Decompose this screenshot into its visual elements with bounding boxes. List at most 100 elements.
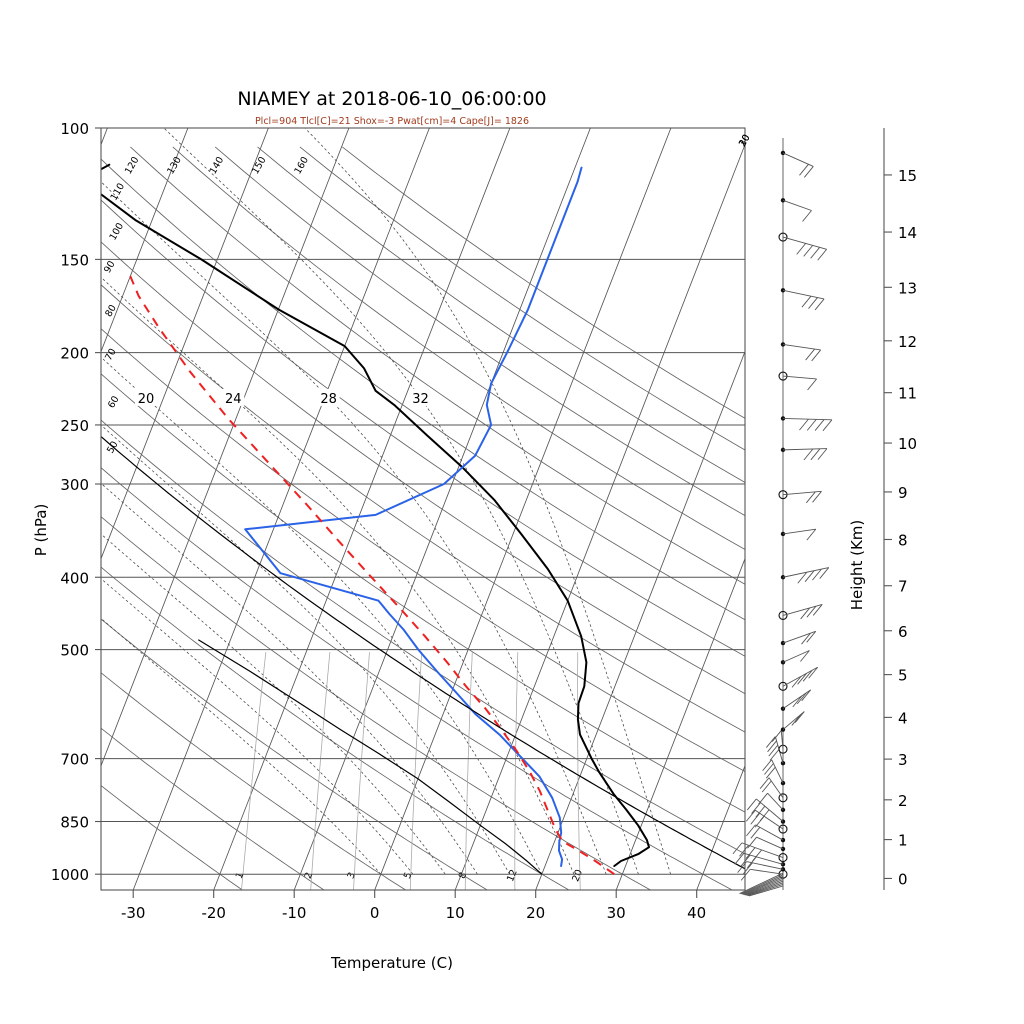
wind-barb <box>780 567 830 584</box>
barb-feather <box>740 869 751 881</box>
secondary-parcel-path <box>197 639 543 875</box>
barb-feather <box>739 844 749 857</box>
barb-feather <box>808 297 818 309</box>
mixing-ratio-line <box>409 652 423 890</box>
barb-feather <box>767 740 777 753</box>
y-axis-label: P (hPa) <box>32 504 50 557</box>
dry-adiabat-line <box>101 158 745 621</box>
barb-feather <box>755 805 766 818</box>
height-tick-label: 2 <box>898 792 908 810</box>
barb-feather <box>812 604 823 616</box>
barb-feather <box>817 448 828 460</box>
wind-barb <box>780 650 810 665</box>
pressure-tick-label: 250 <box>60 417 89 435</box>
height-tick-label: 9 <box>898 484 908 502</box>
dry-adiabat-label: 70 <box>103 347 119 363</box>
barb-feather <box>768 744 779 757</box>
barb-feather <box>803 245 814 257</box>
barb-feather <box>750 812 761 825</box>
wind-barb <box>778 371 817 391</box>
dry-adiabat-line <box>299 146 745 451</box>
barb-shaft <box>782 375 817 380</box>
height-tick-label: 8 <box>898 531 908 549</box>
barb-feather <box>810 247 821 259</box>
barb-feather <box>822 419 833 432</box>
moist-adiabat-line <box>101 181 607 875</box>
plot-frame <box>100 127 746 891</box>
barb-feather <box>808 666 818 679</box>
dry-adiabat-line <box>101 727 325 890</box>
wind-barb <box>780 447 828 461</box>
barb-shaft <box>743 852 784 865</box>
barb-shaft <box>746 882 784 896</box>
barb-shaft <box>747 883 784 897</box>
barb-feather <box>797 673 807 685</box>
dry-adiabat-line <box>342 146 745 419</box>
mixing-ratio-label: 12 <box>505 868 520 883</box>
barb-shaft <box>741 842 784 858</box>
barb-dot <box>780 288 786 293</box>
barb-feather <box>734 853 745 865</box>
barb-feather <box>758 792 768 805</box>
barb-dot <box>780 342 786 347</box>
dry-adiabat-line <box>101 419 745 855</box>
height-tick-label: 7 <box>898 578 908 596</box>
wind-barb <box>780 416 833 432</box>
barb-shaft <box>755 824 784 841</box>
barb-feather <box>800 650 810 662</box>
barb-feather <box>794 711 805 723</box>
moist-adiabat-line <box>101 424 510 875</box>
dry-adiabat-label: 80 <box>103 303 119 319</box>
barb-feather <box>801 632 811 645</box>
barb-feather <box>791 714 802 726</box>
isotherm-line <box>535 351 745 890</box>
pressure-tick-label: 200 <box>60 345 89 363</box>
isotherm-line <box>374 128 672 890</box>
temperature-tick-label: -20 <box>201 904 226 922</box>
dry-adiabat-line <box>101 328 745 772</box>
pressure-tick-label: 700 <box>60 751 89 769</box>
barb-feather <box>762 759 772 772</box>
barb-feather <box>801 295 812 308</box>
barb-shaft <box>782 199 812 211</box>
height-tick-label: 12 <box>898 333 917 351</box>
barb-feather <box>765 736 776 748</box>
barb-feather <box>759 777 770 790</box>
barb-shaft <box>742 877 784 895</box>
barb-ring <box>778 824 788 834</box>
label-backdrop <box>134 388 157 406</box>
barb-feather <box>802 210 812 222</box>
barb-feather <box>740 854 751 867</box>
wind-barb <box>780 689 812 711</box>
dry-adiabat-label: 90 <box>102 259 118 275</box>
dry-adiabat-line <box>101 566 570 890</box>
barb-feather <box>817 248 828 261</box>
temperature-tick-label: 30 <box>607 904 626 922</box>
barb-feather <box>792 695 803 708</box>
surface-dry-adiabat <box>101 436 745 870</box>
dry-adiabat-line <box>214 146 745 516</box>
wind-barb <box>746 824 786 843</box>
mixing-ratio-line <box>310 652 331 890</box>
barb-feather <box>812 491 822 503</box>
barb-feather <box>791 676 802 688</box>
mixing-ratio-label: 5 <box>402 871 414 881</box>
wind-barb <box>778 666 818 691</box>
barb-feather <box>814 419 825 431</box>
wind-barb <box>778 603 823 620</box>
sounding-curves <box>101 163 745 876</box>
mixing-ratio-label: 20 <box>570 868 585 883</box>
pressure-tick-label: 300 <box>60 476 89 494</box>
isotherm-line <box>101 128 350 766</box>
dry-adiabat-line <box>101 618 488 890</box>
barb-shaft <box>746 861 784 870</box>
pressure-tick-label: 100 <box>60 120 89 138</box>
pressure-tick-label: 850 <box>60 814 89 832</box>
barb-feather <box>806 419 817 431</box>
height-tick-label: 1 <box>898 832 908 850</box>
barb-shaft <box>745 880 784 896</box>
dry-adiabat-line <box>101 467 733 890</box>
pressure-tick-label: 1000 <box>51 866 89 884</box>
